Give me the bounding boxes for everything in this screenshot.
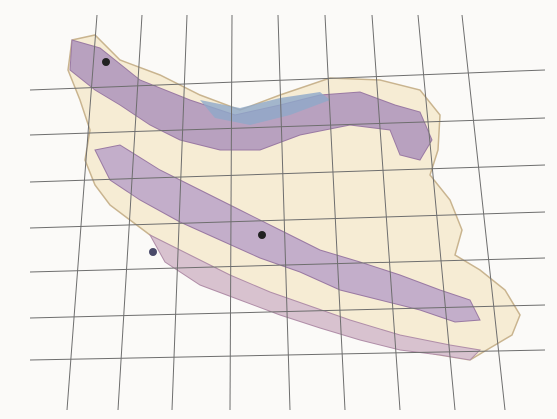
central-range (94, 144, 481, 323)
city-marker (258, 231, 266, 239)
parallel (29, 164, 546, 183)
caspian-coast (200, 92, 330, 125)
city-marker (102, 58, 110, 66)
parallel (29, 69, 546, 91)
parallel (29, 257, 546, 273)
parallel (29, 211, 546, 229)
meridian (277, 14, 291, 411)
meridian (66, 14, 98, 411)
meridian (461, 14, 506, 411)
meridian (417, 14, 456, 411)
meridian (229, 14, 233, 411)
parallel (29, 349, 546, 361)
southern-range (148, 233, 482, 361)
city-marker (149, 248, 157, 256)
parallel (29, 117, 546, 136)
meridian (117, 14, 143, 411)
meridian (171, 14, 188, 411)
parallels (29, 69, 546, 361)
parallel (29, 304, 546, 319)
meridian (371, 14, 401, 411)
meridian (324, 14, 346, 411)
meridians (66, 14, 506, 411)
